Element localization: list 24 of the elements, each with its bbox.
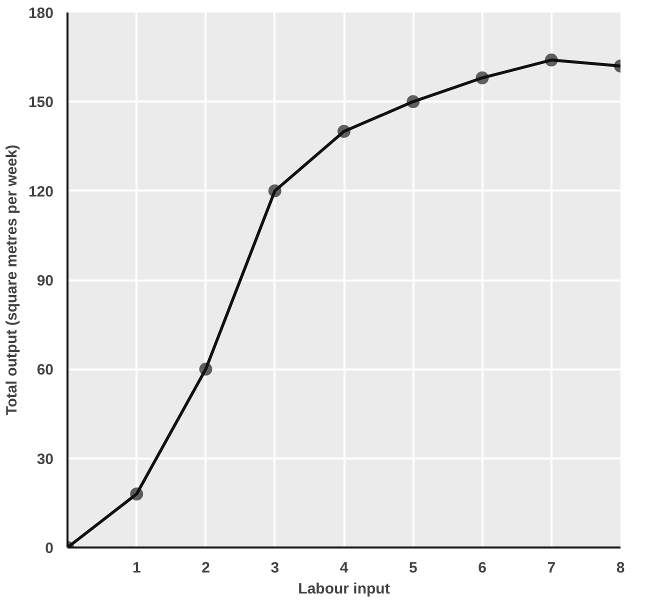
point [544, 54, 558, 67]
y-tick-label: 150 [28, 94, 54, 112]
y-tick-label: 90 [36, 272, 54, 290]
y-tick-label: 180 [28, 5, 54, 22]
x-tick-label: 3 [270, 560, 280, 576]
y-tick-label: 30 [36, 450, 54, 468]
y-axis-title: Total output (square metres per week) [3, 144, 20, 416]
y-tick-label: 120 [28, 183, 54, 200]
x-tick-label: 8 [616, 560, 625, 576]
point [476, 71, 489, 84]
x-tick-label: 4 [340, 560, 349, 576]
x-tick-label: 6 [478, 560, 486, 576]
point [130, 488, 144, 500]
x-tick-label: 5 [408, 560, 418, 576]
x-tick-label: 7 [547, 560, 556, 576]
point [338, 124, 350, 138]
x-axis-title: Labour input [298, 580, 390, 598]
y-tick-label: 60 [36, 362, 54, 379]
point [268, 184, 282, 198]
point [199, 362, 212, 376]
x-tick-label: 2 [202, 560, 210, 576]
x-tick-label: 1 [132, 560, 141, 576]
point [406, 95, 420, 108]
y-tick-label: 0 [45, 540, 54, 557]
